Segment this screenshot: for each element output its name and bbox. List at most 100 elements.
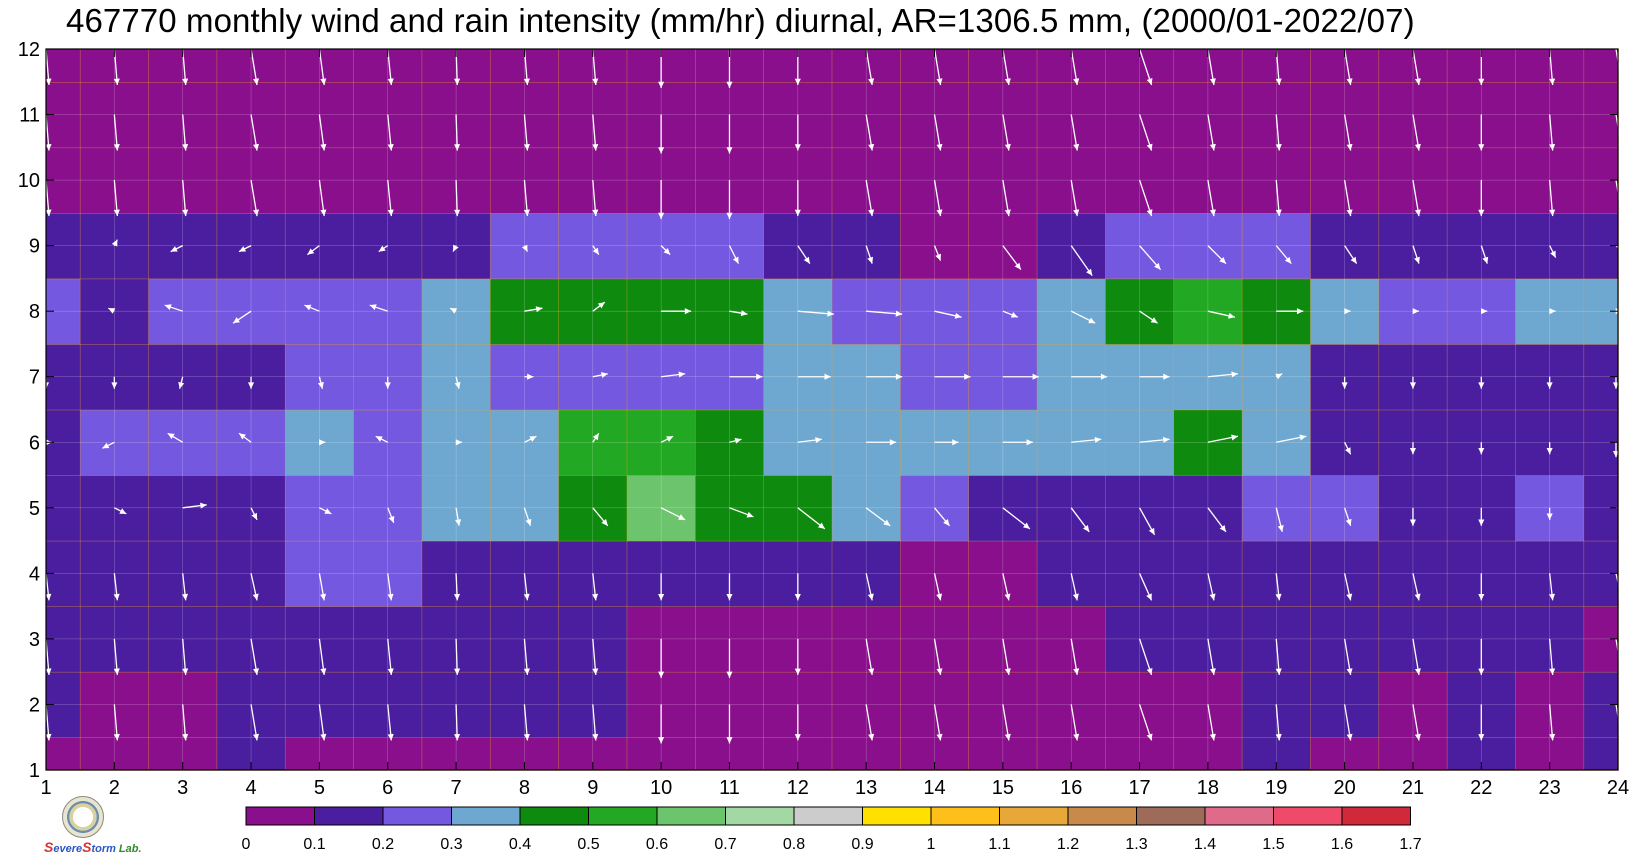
wind-arrow (1546, 507, 1553, 520)
wind-arrow-head (39, 504, 46, 511)
wind-arrow-head (454, 799, 461, 806)
wind-arrow (454, 114, 461, 151)
wind-arrow-head (684, 308, 692, 315)
grid (45, 48, 1619, 771)
wind-arrow (453, 573, 461, 601)
wind-arrow (387, 704, 394, 741)
wind-arrow-head (1296, 308, 1304, 315)
wind-arrow (1412, 179, 1421, 217)
wind-arrow-shaft (1138, 704, 1153, 741)
wind-arrow (1002, 310, 1019, 318)
wind-arrow (592, 371, 608, 378)
wind-arrow (250, 507, 258, 521)
wind-arrow (318, 180, 327, 217)
x-tick-label: 15 (992, 777, 1014, 799)
wind-arrow-head (1621, 504, 1628, 511)
wind-arrow (1412, 573, 1421, 601)
wind-arrow-head (253, 78, 260, 85)
wind-arrow-head (1549, 209, 1556, 217)
wind-arrow (933, 48, 943, 86)
wind-arrow-head (1412, 308, 1419, 315)
wind-arrow-head (1146, 799, 1153, 806)
wind-arrow (794, 114, 801, 151)
wind-arrow (1275, 373, 1283, 380)
x-tick-label: 23 (1539, 777, 1561, 799)
wind-arrow-head (1004, 668, 1011, 675)
wind-arrow (1275, 507, 1284, 532)
wind-arrow-head (252, 593, 259, 601)
x-tick-label: 1 (40, 777, 51, 799)
wind-arrow (523, 638, 530, 675)
wind-arrow-head (454, 78, 461, 85)
wind-arrow (1549, 114, 1556, 151)
wind-arrow-head (1478, 382, 1485, 389)
wind-arrow-head (182, 799, 189, 806)
wind-arrow-head (113, 593, 120, 601)
wind-arrow-head (454, 381, 461, 389)
wind-arrow-head (1004, 78, 1011, 85)
wind-arrow (1138, 638, 1153, 676)
wind-arrow-head (1088, 317, 1096, 324)
wind-arrow-head (794, 668, 801, 675)
wind-arrow-head (1275, 593, 1282, 601)
wind-arrow (454, 638, 461, 675)
wind-arrow-head (113, 733, 120, 741)
wind-arrow (1343, 507, 1352, 527)
wind-arrow-head (658, 671, 665, 678)
wind-arrow (1615, 179, 1624, 217)
wind-arrow-head (307, 248, 315, 255)
x-tick-label: 9 (587, 777, 598, 799)
wind-arrow-head (375, 436, 383, 442)
wind-arrow-head (943, 519, 950, 526)
wind-arrow-head (1209, 143, 1216, 151)
wind-arrow-head (113, 668, 120, 675)
wind-arrow-head (1231, 371, 1238, 378)
wind-arrow (933, 179, 943, 217)
y-tick-label: 1 (29, 760, 40, 782)
wind-arrow-head (1617, 593, 1624, 601)
wind-arrow (319, 507, 332, 515)
x-tick-label: 2 (109, 777, 120, 799)
wind-arrow (934, 373, 971, 380)
wind-arrow (113, 769, 120, 807)
wind-arrow (304, 304, 320, 312)
wind-arrow (933, 573, 943, 601)
wind-arrow-head (658, 81, 665, 88)
wind-arrow-head (40, 305, 47, 312)
wind-arrow-head (666, 436, 674, 442)
wind-arrow (658, 573, 665, 601)
wind-arrow (449, 307, 458, 314)
wind-arrow-head (867, 593, 874, 601)
rain-cell (1310, 474, 1380, 542)
wind-arrow (238, 432, 252, 443)
wind-arrow-head (726, 594, 733, 601)
x-tick-label: 6 (382, 777, 393, 799)
wind-arrow (1549, 180, 1556, 217)
x-tick-label: 17 (1128, 777, 1150, 799)
wind-arrow-head (324, 508, 332, 514)
wind-arrow (250, 48, 260, 86)
wind-arrow-head (108, 308, 116, 314)
wind-arrow-head (523, 78, 530, 85)
wind-arrow-head (1277, 524, 1284, 532)
wind-arrow (1139, 245, 1162, 271)
wind-arrow (378, 245, 389, 253)
wind-arrow-head (1014, 262, 1021, 270)
colorbar-label: 1.7 (1399, 836, 1421, 853)
wind-arrow (1549, 245, 1557, 258)
wind-arrow-head (964, 373, 971, 380)
wind-arrow (1138, 179, 1153, 217)
wind-arrow-head (1086, 268, 1093, 276)
wind-arrow (1412, 308, 1419, 315)
wind-arrow-head (726, 802, 733, 809)
wind-arrow-head (756, 373, 763, 380)
wind-arrow-head (1346, 78, 1353, 85)
wind-arrow-head (453, 593, 461, 601)
x-tick-label: 12 (787, 777, 809, 799)
wind-arrow (1343, 48, 1353, 86)
wind-arrow-head (182, 668, 189, 675)
wind-arrow-head (525, 518, 532, 526)
wind-arrow-head (1284, 256, 1292, 264)
wind-arrow-head (1209, 799, 1216, 806)
rain-cell (284, 212, 355, 280)
